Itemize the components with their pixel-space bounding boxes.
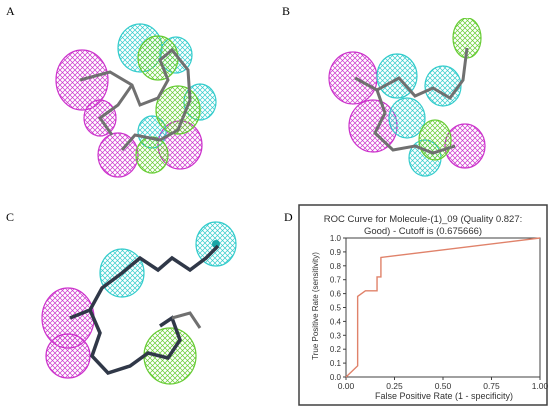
hbond-donor-sphere bbox=[137, 35, 179, 81]
y-tick-label: 0.7 bbox=[330, 276, 342, 285]
panel-label-c: C bbox=[6, 210, 15, 224]
hbond-acceptor-sphere bbox=[328, 51, 378, 105]
panel-label-b: B bbox=[282, 4, 291, 18]
roc-chart: ROC Curve for Molecule-(1)_09 (Quality 0… bbox=[298, 204, 549, 406]
y-tick-label: 1.0 bbox=[330, 234, 342, 243]
plot-border bbox=[345, 237, 541, 378]
plot-area: 0.00 0.25 0.50 0.75 1.00 0.0 0.1 0.2 0.3 0.4 0.5 0.… bbox=[330, 234, 549, 391]
panel-label-a: A bbox=[6, 4, 15, 18]
ligand-bonds bbox=[88, 309, 182, 376]
x-axis-label: False Positive Rate (1 - specificity) bbox=[375, 391, 513, 401]
chart-title-line-2: Good) - Cutoff is (0.675666) bbox=[364, 226, 482, 237]
y-tick-label: 0.3 bbox=[330, 331, 342, 340]
x-tick-label: 0.00 bbox=[338, 381, 355, 391]
roc-chart-panel: ROC Curve for Molecule-(1)_09 (Quality 0… bbox=[298, 204, 549, 407]
x-tick-label: 0.75 bbox=[483, 381, 500, 391]
y-tick-label: 0.0 bbox=[330, 373, 342, 382]
hbond-donor-sphere bbox=[418, 119, 452, 161]
ligand-bonds bbox=[97, 84, 134, 136]
y-axis-label: True Positive Rate (sensitivity) bbox=[311, 252, 320, 360]
y-tick-label: 0.9 bbox=[330, 248, 342, 257]
ligand-bonds bbox=[354, 47, 469, 100]
y-tick-label: 0.5 bbox=[330, 304, 342, 313]
ligand-bonds bbox=[171, 311, 202, 329]
panel-label-d: D bbox=[284, 210, 293, 224]
x-tick-label: 0.25 bbox=[386, 381, 403, 391]
hbond-donor-sphere bbox=[135, 136, 169, 174]
hydrophobic-sphere bbox=[424, 65, 462, 107]
chart-title-line-1: ROC Curve for Molecule-(1)_09 (Quality 0… bbox=[324, 214, 523, 225]
y-tick-label: 0.4 bbox=[330, 317, 342, 326]
hbond-acceptor-sphere bbox=[45, 333, 91, 379]
x-tick-label: 0.50 bbox=[435, 381, 452, 391]
y-tick-label: 0.2 bbox=[330, 345, 342, 354]
pharmacophore-model-a bbox=[40, 10, 240, 190]
ligand-bonds bbox=[69, 244, 220, 320]
pharmacophore-model-c bbox=[40, 218, 250, 398]
y-tick-label: 0.1 bbox=[330, 359, 342, 368]
ligand-bonds bbox=[79, 47, 192, 151]
ligand-bonds bbox=[373, 89, 456, 155]
x-tick-label: 1.00 bbox=[532, 381, 548, 391]
y-tick-label: 0.6 bbox=[330, 290, 342, 299]
hydrophobic-sphere bbox=[388, 97, 426, 139]
y-tick-label: 0.8 bbox=[330, 262, 342, 271]
roc-curve-line bbox=[345, 237, 541, 378]
pharmacophore-model-b bbox=[315, 17, 515, 193]
